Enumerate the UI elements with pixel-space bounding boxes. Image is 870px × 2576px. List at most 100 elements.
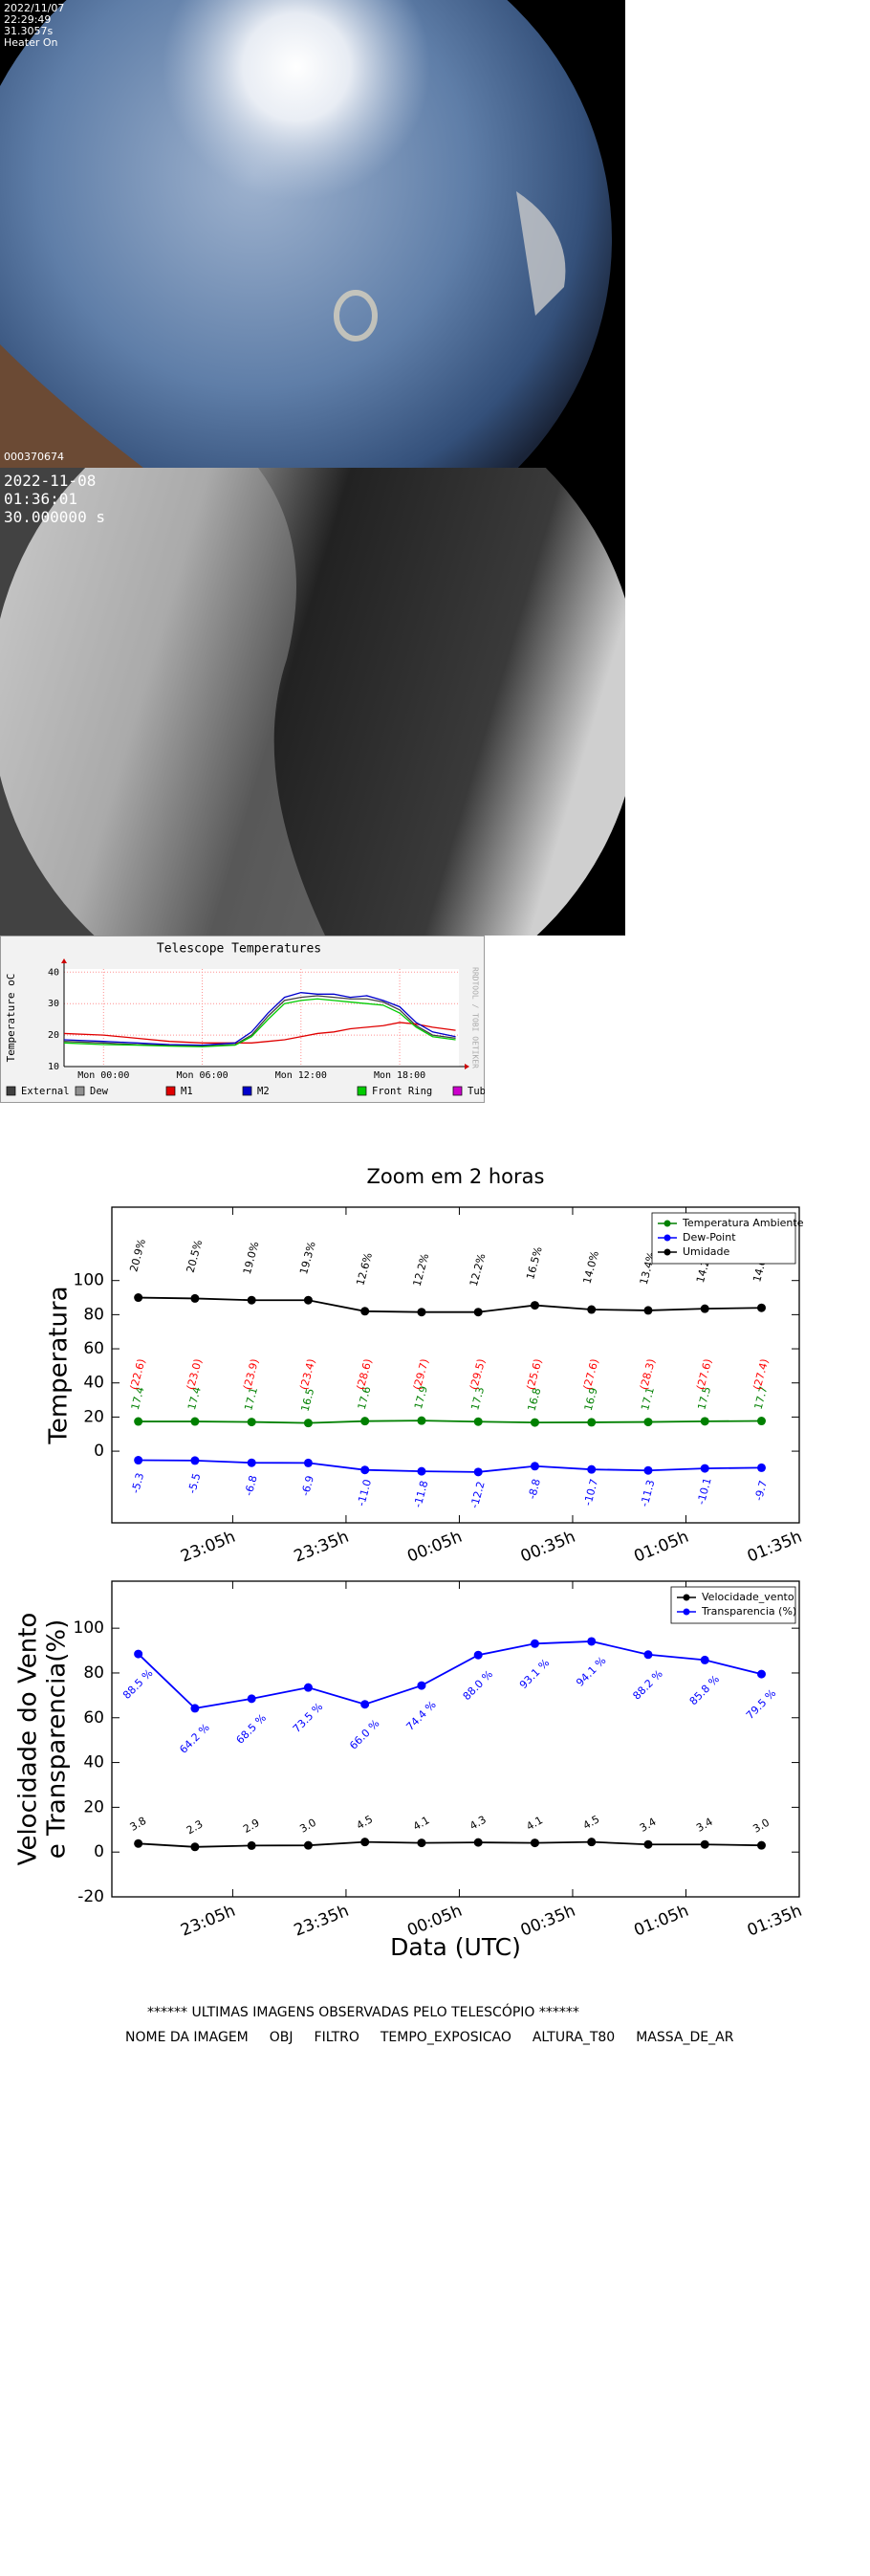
data-point	[530, 1418, 539, 1427]
legend-marker	[683, 1608, 690, 1616]
series-line	[138, 1640, 762, 1709]
data-point	[587, 1418, 597, 1427]
chart-title: Telescope Temperatures	[157, 942, 321, 957]
annotation-label: (27.6)	[581, 1357, 601, 1391]
column-header: OBJ	[269, 2030, 294, 2045]
data-point	[643, 1306, 653, 1315]
legend-swatch	[75, 1086, 85, 1096]
data-point	[247, 1418, 256, 1427]
y-tick-label: 100	[74, 1271, 104, 1290]
value-label: 3.4	[638, 1816, 659, 1835]
value-label: 64.2 %	[177, 1721, 211, 1755]
data-point	[700, 1464, 709, 1473]
data-point	[134, 1293, 143, 1303]
value-label: 17.9	[412, 1385, 430, 1411]
y-axis-label: Temperature oC	[5, 974, 17, 1063]
x-tick-label: 01:35h	[745, 1528, 805, 1567]
value-label: 68.5 %	[234, 1711, 269, 1746]
data-point	[190, 1842, 200, 1852]
data-point	[247, 1295, 256, 1305]
value-label: 16.9	[582, 1386, 600, 1412]
series-line	[138, 1420, 762, 1424]
data-point	[134, 1456, 143, 1465]
legend-label: Front Ring	[372, 1086, 432, 1097]
data-point	[643, 1418, 653, 1427]
annotation-label: (25.6)	[524, 1357, 544, 1391]
annotation-label: 12.2%	[468, 1252, 489, 1288]
value-label: 4.3	[468, 1814, 489, 1833]
data-point	[700, 1417, 709, 1426]
value-label: 17.3	[468, 1386, 487, 1412]
value-label: 66.0 %	[347, 1717, 381, 1751]
data-point	[530, 1639, 539, 1648]
value-label: -9.7	[752, 1479, 770, 1502]
axis-arrow	[465, 1064, 469, 1069]
value-label: 16.8	[526, 1386, 544, 1412]
sky-camera-image: 2022/11/07 22:29:49 31.3057s Heater On 0003…	[0, 0, 625, 564]
zoom-charts: Zoom em 2 horas 0 20 40 60 80 100 23:05h 23:35h 0…	[14, 1165, 805, 1961]
data-point	[587, 1464, 597, 1474]
legend-label: M1	[181, 1086, 193, 1097]
legend-marker	[683, 1594, 690, 1601]
image-info: 2022-11-08 01:36:01 30.000000 s	[4, 472, 105, 526]
value-label: 4.1	[524, 1814, 545, 1833]
data-point	[530, 1838, 539, 1848]
data-point	[417, 1681, 426, 1690]
column-header: FILTRO	[314, 2030, 359, 2045]
frame-id: 000370674	[4, 451, 64, 463]
x-tick-label: 23:05h	[178, 1902, 238, 1941]
data-point	[587, 1838, 597, 1847]
legend-swatch	[165, 1086, 176, 1096]
data-point	[303, 1840, 313, 1850]
legend-marker	[663, 1248, 671, 1256]
y-tick-label: 60	[83, 1708, 104, 1728]
data-point	[700, 1304, 709, 1313]
series-line	[138, 1296, 762, 1313]
data-point	[417, 1308, 426, 1317]
value-label: 17.5	[695, 1385, 713, 1411]
value-label: 79.5 %	[744, 1687, 778, 1722]
data-point	[417, 1466, 426, 1476]
series-line	[63, 992, 456, 1046]
value-label: 85.8 %	[687, 1673, 722, 1707]
y-tick-label: -20	[77, 1887, 104, 1906]
value-label: 3.0	[297, 1816, 318, 1836]
y-tick-label: 100	[74, 1618, 104, 1638]
image-info: 2022/11/07 22:29:49 31.3057s Heater On	[4, 3, 64, 49]
x-tick-label: 00:35h	[518, 1528, 578, 1567]
chart-title: Zoom em 2 horas	[367, 1165, 545, 1188]
watermark: RRDTOOL / TOBI OETIKER	[471, 967, 480, 1068]
value-label: 4.5	[355, 1813, 376, 1832]
data-point	[530, 1462, 539, 1471]
data-point	[417, 1416, 426, 1425]
info-line: 2022/11/07	[4, 2, 65, 14]
legend-label: Dew-Point	[683, 1231, 736, 1244]
y-tick-label: 60	[83, 1339, 104, 1358]
value-label: -11.3	[639, 1479, 658, 1508]
y-tick-label: 30	[48, 999, 59, 1009]
data-point	[756, 1463, 766, 1472]
x-tick-label: Mon 12:00	[275, 1070, 327, 1081]
y-tick-label: 20	[83, 1407, 104, 1426]
annotation-label: 19.3%	[297, 1241, 318, 1276]
series-line	[63, 995, 456, 1047]
series-line	[63, 1022, 456, 1044]
observations-caption: ****** ULTIMAS IMAGENS OBSERVADAS PELO T…	[147, 2005, 579, 2020]
data-point	[190, 1417, 200, 1426]
data-point	[643, 1650, 653, 1660]
x-tick-label: Mon 00:00	[77, 1070, 129, 1081]
data-point	[190, 1456, 200, 1465]
info-line: 31.3057s	[4, 25, 54, 37]
legend-swatch	[6, 1086, 16, 1096]
annotation-label: (23.9)	[241, 1357, 261, 1391]
data-point	[700, 1839, 709, 1849]
legend-swatch	[242, 1086, 252, 1096]
data-point	[247, 1458, 256, 1467]
column-header: NOME DA IMAGEM	[125, 2030, 249, 2045]
x-tick-label: Mon 18:00	[374, 1070, 425, 1081]
legend-marker	[663, 1234, 671, 1242]
value-label: 4.1	[411, 1814, 432, 1833]
annotation-label: 14.0%	[580, 1249, 601, 1285]
data-point	[360, 1700, 370, 1709]
value-label: -10.1	[695, 1477, 714, 1507]
